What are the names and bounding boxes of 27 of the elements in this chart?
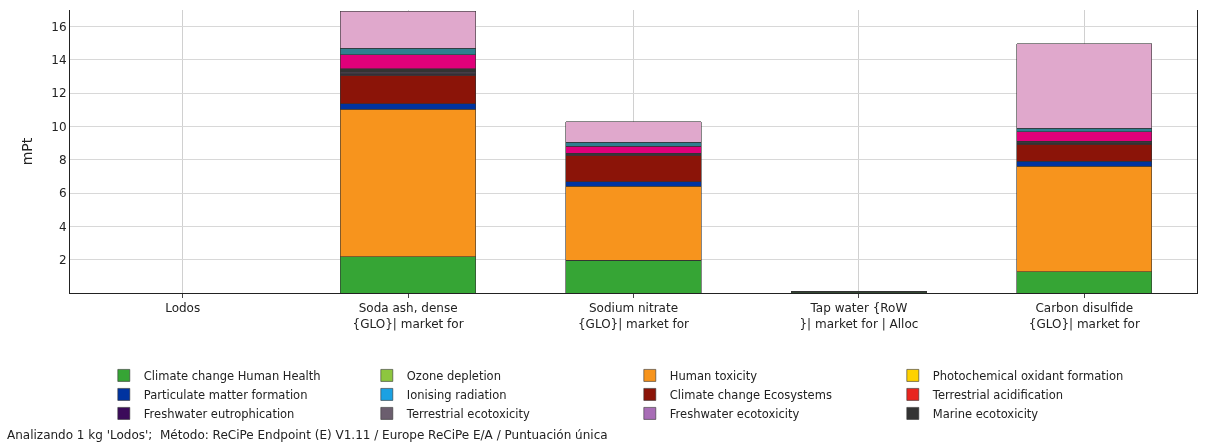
legend-label: Climate change Human Health — [143, 368, 321, 383]
legend-label: Terrestrial ecotoxicity — [405, 406, 531, 421]
legend-label: Photochemical oxidant formation — [932, 368, 1124, 383]
legend-label: Freshwater eutrophication — [143, 406, 295, 421]
legend-label: Human toxicity — [669, 368, 758, 383]
y-axis-title: mPt — [19, 137, 35, 166]
legend-label: Climate change Ecosystems — [669, 387, 832, 402]
x-tick-label: Lodos — [165, 301, 201, 316]
x-tick-label: Sodium nitrate {GLO}| market for — [577, 301, 690, 331]
legend-label: Freshwater ecotoxicity — [669, 406, 800, 421]
x-tick-label: Tap water {RoW }| market for | Alloc — [799, 301, 919, 331]
legend-label: Marine ecotoxicity — [932, 406, 1039, 421]
text: Analizando 1 kg 'Lodos'; Método: ReCiPe Endpoint (E) V1.11 / Europe ReCiPe E/A / Puntuación única — [7, 428, 608, 442]
y-tick-label: 14 — [51, 53, 67, 68]
y-tick-label: 12 — [51, 86, 67, 101]
y-tick-label: 16 — [51, 19, 67, 34]
legend-label: Particulate matter formation — [143, 387, 308, 402]
x-tick-label: Soda ash, dense {GLO}| market for — [352, 301, 464, 331]
legend-label: Terrestrial acidification — [931, 387, 1064, 402]
legend-label: Ionising radiation — [406, 387, 507, 402]
y-tick-label: 8 — [58, 153, 67, 168]
y-tick-label: 6 — [58, 186, 67, 201]
x-tick-label: Carbon disulfide {GLO}| market for — [1028, 301, 1140, 331]
y-tick-label: 10 — [51, 119, 67, 134]
legend-label: Ozone depletion — [406, 368, 501, 383]
y-tick-label: 2 — [58, 252, 67, 267]
y-tick-label: 4 — [58, 219, 67, 234]
